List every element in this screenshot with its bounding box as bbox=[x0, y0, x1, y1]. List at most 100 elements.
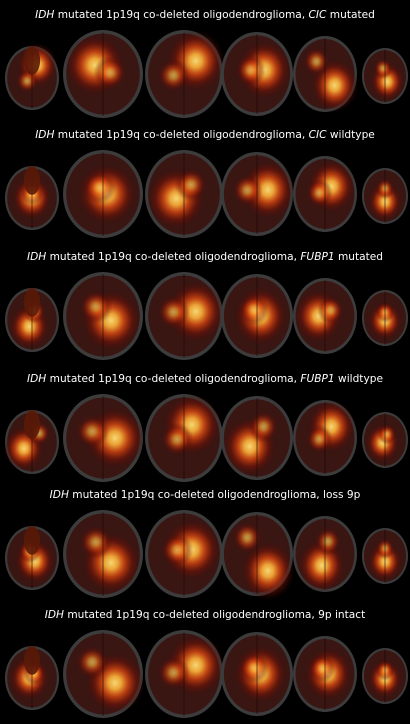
brain-slices-svg bbox=[5, 150, 408, 238]
brain-slice bbox=[221, 512, 295, 600]
caption-gene-marker: FUBP1 bbox=[300, 251, 335, 263]
caption-gene-marker: CIC bbox=[308, 9, 327, 21]
panel-fubp1-wildtype: IDH mutated 1p19q co-deleted oligodendro… bbox=[0, 368, 410, 488]
brain-slice bbox=[5, 288, 59, 352]
heat-hotspot bbox=[166, 280, 225, 343]
heat-hotspot bbox=[157, 58, 190, 93]
panel-caption: IDH mutated 1p19q co-deleted oligodendro… bbox=[0, 4, 410, 26]
brain-slice bbox=[145, 630, 225, 718]
panel-caption: IDH mutated 1p19q co-deleted oligodendro… bbox=[0, 246, 410, 268]
brain-slice bbox=[63, 150, 143, 238]
brain-slice bbox=[5, 42, 59, 110]
brain-slice-row bbox=[0, 148, 410, 240]
caption-text: mutated 1p19q co-deleted oligodendroglio… bbox=[46, 373, 301, 385]
brain-slice bbox=[362, 290, 408, 346]
brainstem bbox=[23, 410, 41, 439]
brain-slice-row bbox=[0, 392, 410, 484]
brain-slice bbox=[63, 272, 143, 360]
brain-slice bbox=[362, 412, 408, 468]
caption-gene-idh: IDH bbox=[49, 489, 69, 501]
caption-gene-idh: IDH bbox=[35, 129, 55, 141]
brain-slices-svg bbox=[5, 30, 408, 118]
heat-hotspot bbox=[79, 525, 113, 559]
heat-hotspot bbox=[160, 533, 194, 567]
brain-slice-row bbox=[0, 508, 410, 600]
heat-hotspot bbox=[240, 160, 295, 220]
caption-status: wildtype bbox=[334, 373, 383, 385]
brain-slice bbox=[63, 630, 145, 718]
panel-caption: IDH mutated 1p19q co-deleted oligodendro… bbox=[0, 484, 410, 506]
caption-text: mutated 1p19q co-deleted oligodendroglio… bbox=[54, 9, 309, 21]
brain-slice-row bbox=[0, 628, 410, 720]
heat-hotspot bbox=[93, 55, 127, 90]
panel-caption: IDH mutated 1p19q co-deleted oligodendro… bbox=[0, 124, 410, 146]
brain-slice bbox=[293, 278, 357, 354]
brain-slice bbox=[293, 516, 357, 592]
caption-gene-marker: FUBP1 bbox=[300, 373, 335, 385]
caption-text: mutated 1p19q co-deleted oligodendroglio… bbox=[68, 489, 361, 501]
brain-slices-svg bbox=[5, 510, 408, 600]
brain-slice bbox=[145, 272, 225, 360]
heat-hotspot bbox=[377, 423, 397, 445]
brain-slice bbox=[293, 636, 357, 712]
heat-hotspot bbox=[235, 54, 266, 87]
brain-slice bbox=[221, 152, 295, 236]
brain-slice bbox=[145, 394, 223, 482]
heat-hotspot bbox=[373, 57, 393, 80]
panel-caption: IDH mutated 1p19q co-deleted oligodendro… bbox=[0, 368, 410, 390]
brain-slice bbox=[5, 166, 59, 230]
caption-gene-idh: IDH bbox=[26, 251, 47, 263]
brain-slice-row bbox=[0, 270, 410, 362]
brain-slice bbox=[145, 30, 225, 118]
heat-hotspot bbox=[308, 653, 336, 683]
brain-slice bbox=[63, 510, 143, 598]
heat-hotspot bbox=[160, 422, 194, 457]
brain-slice bbox=[221, 274, 293, 358]
brainstem bbox=[23, 288, 41, 317]
panel-cic-wildtype: IDH mutated 1p19q co-deleted oligodendro… bbox=[0, 124, 410, 244]
brainstem bbox=[23, 46, 41, 75]
caption-gene-idh: IDH bbox=[44, 609, 64, 621]
heat-hotspot bbox=[174, 168, 208, 202]
panel-9p-intact: IDH mutated 1p19q co-deleted oligodendro… bbox=[0, 604, 410, 724]
heat-hotspot bbox=[302, 47, 330, 76]
brain-slice bbox=[5, 526, 59, 590]
heat-hotspot bbox=[248, 410, 279, 443]
caption-gene-marker: CIC bbox=[308, 129, 327, 141]
brainstem bbox=[23, 166, 41, 195]
heat-hotspot bbox=[240, 541, 295, 600]
panel-cic-mutated: IDH mutated 1p19q co-deleted oligodendro… bbox=[0, 4, 410, 124]
brain-slices-svg bbox=[5, 272, 408, 360]
heat-hotspot bbox=[232, 521, 263, 554]
panel-caption: IDH mutated 1p19q co-deleted oligodendro… bbox=[0, 604, 410, 626]
caption-text: mutated 1p19q co-deleted oligodendroglio… bbox=[46, 251, 301, 263]
brain-slice bbox=[293, 400, 357, 476]
caption-gene-idh: IDH bbox=[35, 9, 55, 21]
brain-slice bbox=[63, 394, 145, 482]
heat-hotspot bbox=[238, 651, 269, 684]
brain-slice bbox=[221, 32, 293, 116]
caption-text: mutated 1p19q co-deleted oligodendroglio… bbox=[64, 609, 366, 621]
brain-slice bbox=[145, 150, 223, 238]
heat-hotspot bbox=[82, 170, 117, 205]
brain-slice bbox=[362, 48, 408, 104]
brain-slice bbox=[362, 168, 408, 224]
brainstem bbox=[23, 646, 41, 675]
caption-status: mutated bbox=[326, 9, 375, 21]
caption-status: wildtype bbox=[326, 129, 375, 141]
brain-slice bbox=[221, 632, 293, 716]
brain-slices-svg bbox=[5, 630, 408, 718]
brain-slice bbox=[362, 528, 408, 584]
heat-hotspot bbox=[305, 178, 333, 208]
heat-hotspot bbox=[157, 295, 190, 329]
caption-status: mutated bbox=[334, 251, 384, 263]
brain-slice-row bbox=[0, 28, 410, 120]
brain-slice bbox=[3, 410, 59, 474]
heat-hotspot bbox=[75, 414, 109, 449]
panel-fubp1-mutated: IDH mutated 1p19q co-deleted oligodendro… bbox=[0, 246, 410, 366]
brain-slice bbox=[63, 30, 143, 118]
panel-loss-9p: IDH mutated 1p19q co-deleted oligodendro… bbox=[0, 484, 410, 604]
caption-text: mutated 1p19q co-deleted oligodendroglio… bbox=[54, 129, 309, 141]
brain-slice bbox=[221, 396, 293, 480]
caption-gene-idh: IDH bbox=[27, 373, 47, 385]
